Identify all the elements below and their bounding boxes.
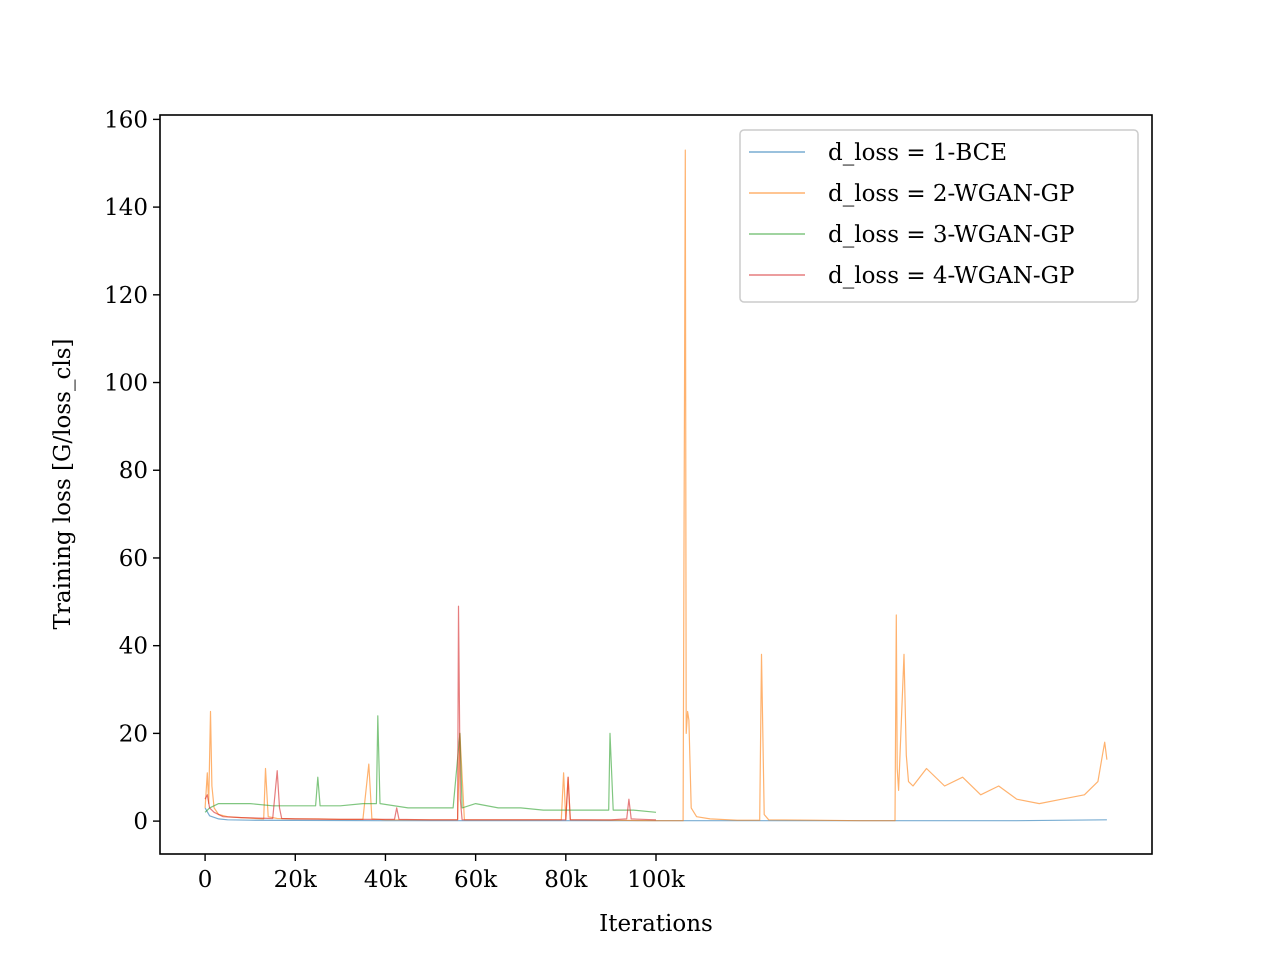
legend-frame <box>739 129 1139 303</box>
x-tick-label: 60k <box>454 867 498 893</box>
y-tick-label: 0 <box>133 809 148 835</box>
series-line-2 <box>204 149 1108 822</box>
y-tick-label: 100 <box>104 371 148 397</box>
x-tick-label: 0 <box>198 867 213 893</box>
y-tick-label: 80 <box>119 458 148 484</box>
legend-entry-4: d_loss = 4-WGAN-GP <box>828 263 1074 289</box>
y-tick-label: 20 <box>119 721 148 747</box>
y-tick-label: 40 <box>119 634 148 660</box>
y-axis: 0 20 40 60 80 100 120 140 160 <box>104 107 160 835</box>
series-layer <box>204 149 1108 822</box>
series-line-4 <box>204 605 657 821</box>
x-axis-label: Iterations <box>599 911 713 937</box>
y-tick-label: 160 <box>104 107 148 133</box>
legend: d_loss = 1-BCE d_loss = 2-WGAN-GP d_loss… <box>739 129 1139 303</box>
y-tick-label: 140 <box>104 195 148 221</box>
x-tick-label: 100k <box>627 867 686 893</box>
y-tick-label: 120 <box>104 283 148 309</box>
legend-entry-2: d_loss = 2-WGAN-GP <box>828 181 1074 207</box>
x-tick-label: 20k <box>274 867 318 893</box>
y-tick-label: 60 <box>119 546 148 572</box>
x-axis: 0 20k 40k 60k 80k 100k <box>198 854 686 893</box>
legend-entry-1: d_loss = 1-BCE <box>828 140 1007 166</box>
x-tick-label: 80k <box>544 867 588 893</box>
series-line-3 <box>204 715 657 813</box>
legend-entry-3: d_loss = 3-WGAN-GP <box>828 222 1074 248</box>
series-line-1 <box>204 807 1107 822</box>
y-axis-label: Training loss [G/loss_cls] <box>50 339 76 630</box>
x-tick-label: 40k <box>364 867 408 893</box>
